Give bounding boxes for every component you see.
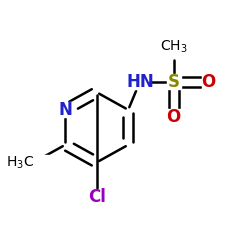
Bar [202, 74, 216, 90]
Text: Cl: Cl [88, 188, 106, 206]
Bar [133, 74, 147, 90]
Text: N: N [58, 101, 72, 119]
Bar [167, 109, 181, 124]
Text: CH$_3$: CH$_3$ [160, 39, 188, 55]
Text: H$_3$C: H$_3$C [6, 154, 34, 170]
Bar [167, 74, 181, 90]
Bar [18, 155, 50, 170]
Text: O: O [166, 108, 181, 126]
Text: HN: HN [126, 73, 154, 91]
Bar [90, 190, 104, 205]
Text: S: S [168, 73, 180, 91]
Text: O: O [202, 73, 216, 91]
Bar [58, 102, 72, 118]
Bar [158, 39, 190, 54]
